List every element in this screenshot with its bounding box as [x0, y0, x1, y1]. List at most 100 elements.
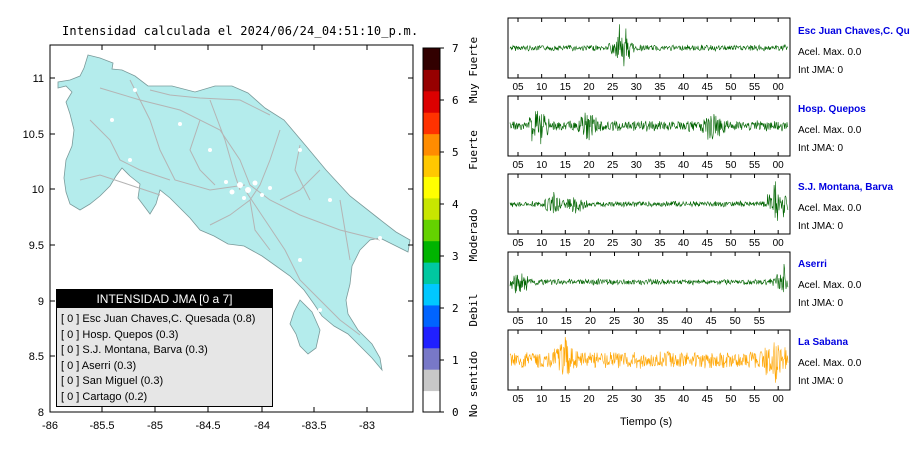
legend-row: [ 0 ] San Miguel (0.3) [61, 375, 164, 387]
colorbar-segment [423, 262, 440, 285]
waveform-frame [507, 329, 791, 391]
colorbar-segment [423, 369, 440, 392]
road-network [79, 79, 381, 336]
waveform-tick-label: 10 [536, 394, 548, 405]
waveform-tick-label: 15 [560, 160, 572, 171]
waveform-tick-label: 10 [537, 316, 549, 327]
station-jma: Int JMA: 0 [798, 376, 844, 387]
waveform-tick-label: 05 [512, 238, 524, 249]
waveform-tick-label: 55 [749, 394, 761, 405]
y-tick-label: 11 [33, 73, 44, 85]
x-tick-label: -84 [254, 420, 270, 432]
colorbar-segment [423, 283, 440, 306]
waveform-tick-label: 00 [773, 82, 785, 93]
y-tick-label: 8 [38, 407, 44, 419]
waveform-tick-label: 30 [631, 394, 643, 405]
colorbar-tick-label: 1 [452, 354, 459, 367]
colorbar-tick-label: 0 [452, 406, 459, 419]
waveform-tick-label: 10 [536, 82, 548, 93]
station-accel: Acel. Max. 0.0 [798, 47, 862, 58]
waveform-tick-label: 00 [773, 238, 785, 249]
y-tick-label: 10 [32, 184, 44, 196]
city-markers [110, 88, 382, 332]
waveform-tick-label: 20 [585, 316, 597, 327]
waveform-tick-label: 45 [702, 238, 714, 249]
station-name: Aserri [798, 259, 827, 270]
colorbar-tick-label: 5 [452, 146, 459, 159]
waveform-tick-label: 15 [560, 82, 572, 93]
colorbar-segment [423, 155, 440, 177]
waveform-tick-label: 55 [749, 160, 761, 171]
colorbar-category: Moderado [467, 209, 480, 262]
colorbar-tick-label: 2 [452, 302, 459, 315]
colorbar-segment [423, 176, 440, 199]
station-jma: Int JMA: 0 [798, 221, 844, 232]
station-accel: Acel. Max. 0.0 [798, 203, 862, 214]
colorbar-tick-label: 3 [452, 250, 459, 263]
waveform-tick-label: 50 [725, 82, 737, 93]
waveform-tick-label: 20 [583, 82, 595, 93]
station-accel: Acel. Max. 0.0 [798, 280, 862, 291]
station-jma: Int JMA: 0 [798, 298, 844, 309]
y-tick-label: 9.5 [29, 240, 44, 252]
colorbar-segment [423, 390, 440, 413]
waveform-tick-label: 25 [607, 82, 619, 93]
waveform-tick-label: 25 [609, 316, 621, 327]
y-tick-label: 8.5 [29, 351, 44, 363]
waveform-tick-label: 55 [749, 82, 761, 93]
y-tick-label: 10.5 [23, 129, 44, 141]
waveform-tick-label: 05 [512, 316, 524, 327]
colorbar-segment [423, 133, 440, 156]
colorbar-tick-label: 6 [452, 94, 459, 107]
colorbar [422, 47, 444, 413]
waveform-trace [509, 263, 789, 294]
waveform-tick-label: 55 [754, 316, 766, 327]
waveform-frame [507, 251, 791, 313]
legend-row: [ 0 ] Hosp. Quepos (0.3) [61, 328, 179, 341]
station-name: Esc Juan Chaves,C. Qu [798, 26, 910, 37]
colorbar-segment [423, 90, 440, 113]
waveform-tick-label: 45 [702, 82, 714, 93]
waveform-tick-label: 25 [607, 160, 619, 171]
waveform-tick-label: 40 [681, 316, 693, 327]
intensity-legend: INTENSIDAD JMA [0 a 7] [ 0 ] Esc Juan Ch… [56, 289, 273, 407]
x-tick-label: -85.5 [89, 420, 114, 432]
waveform-tick-label: 20 [583, 238, 595, 249]
colorbar-tick-label: 4 [452, 198, 459, 211]
waveform-tick-label: 35 [654, 394, 666, 405]
colorbar-category: No sentido [467, 351, 480, 417]
station-jma: Int JMA: 0 [798, 143, 844, 154]
waveform-tick-label: 40 [678, 82, 690, 93]
colorbar-segment [423, 240, 440, 263]
map-tick-labels: -86 -85.5 -85 -84.5 -84 -83.5 -83 8 8.5 9 9.5 10 10.… [23, 73, 375, 432]
waveform-tick-label: 35 [654, 238, 666, 249]
waveform-tick-label: 10 [536, 160, 548, 171]
colorbar-segment [423, 219, 440, 242]
waveform-panels: 05 10 15 20 25 30 35 40 45 50 55 00 05 10 15 20 25 30 35 40… [507, 17, 791, 405]
waveform-tick-label: 45 [702, 394, 714, 405]
waveform-tick-label: 40 [678, 238, 690, 249]
land-south [289, 299, 321, 355]
x-tick-label: -84.5 [195, 420, 220, 432]
waveform-tick-label: 30 [633, 316, 645, 327]
waveform-tick-label: 45 [705, 316, 717, 327]
map-axes [49, 45, 413, 413]
waveform-trace [509, 336, 789, 383]
waveform-tick-label: 15 [560, 238, 572, 249]
x-axis-label: Tiempo (s) [620, 416, 673, 428]
station-name: S.J. Montana, Barva [798, 182, 894, 193]
waveform-tick-label: 30 [631, 82, 643, 93]
colorbar-segment [423, 304, 440, 327]
colorbar-segment [423, 347, 440, 370]
legend-row: [ 0 ] S.J. Montana, Barva (0.3) [61, 344, 208, 356]
legend-row: [ 0 ] Aserri (0.3) [61, 359, 137, 372]
colorbar-frame [422, 47, 441, 413]
x-tick-label: -86 [42, 420, 58, 432]
waveform-tick-label: 45 [702, 160, 714, 171]
colorbar-segment [423, 48, 440, 70]
x-tick-label: -83.5 [301, 420, 326, 432]
waveform-tick-label: 20 [583, 394, 595, 405]
station-accel: Acel. Max. 0.0 [798, 358, 862, 369]
station-accel: Acel. Max. 0.0 [798, 125, 862, 136]
